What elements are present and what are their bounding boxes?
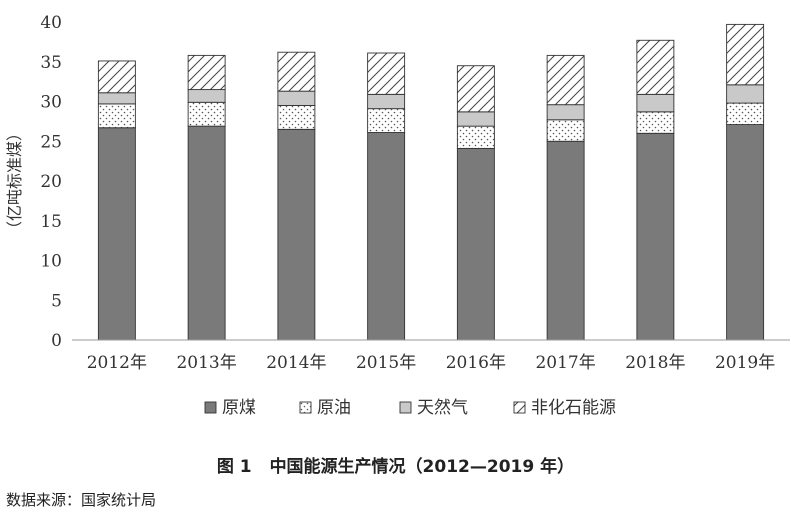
bar-group xyxy=(277,51,316,341)
bar-segment xyxy=(97,103,136,129)
y-tick-label: 35 xyxy=(40,53,62,73)
x-axis: 2012年 2013年 2014年 2015年 2016年 2017年 2018年 2019年 xyxy=(87,353,776,373)
bar-segment xyxy=(636,111,675,134)
y-tick-label: 25 xyxy=(40,132,62,152)
bar-segment xyxy=(97,127,136,341)
x-tick-label: 2014年 xyxy=(266,353,326,373)
bar-segment xyxy=(456,147,495,341)
y-tick-label: 5 xyxy=(51,291,62,311)
bar-segment xyxy=(456,111,495,127)
y-tick-label: 30 xyxy=(40,93,62,113)
figure-caption: 图 1 中国能源生产情况（2012—2019 年） xyxy=(0,452,791,477)
y-tick-label: 15 xyxy=(40,212,62,232)
bar-segment xyxy=(726,84,765,104)
x-tick-label: 2019年 xyxy=(715,353,775,373)
x-tick-label: 2018年 xyxy=(625,353,685,373)
bar-segment xyxy=(546,119,585,142)
legend-item: 原油 xyxy=(299,398,351,418)
bar-segment xyxy=(187,101,226,127)
bar-segment xyxy=(726,23,765,86)
bar-segment xyxy=(546,104,585,121)
y-tick-label: 20 xyxy=(40,172,62,192)
legend-swatch xyxy=(399,401,412,414)
bar-segment xyxy=(97,92,136,105)
legend-label: 非化石能源 xyxy=(531,398,616,418)
y-axis-title: （亿吨标准煤） xyxy=(5,125,24,237)
bar-segment xyxy=(636,132,675,341)
bar-segment xyxy=(187,125,226,341)
bar-segment xyxy=(367,52,406,95)
x-tick-label: 2017年 xyxy=(535,353,595,373)
y-tick-label: 0 xyxy=(51,331,62,351)
y-tick-label: 10 xyxy=(40,252,62,272)
y-axis-label: （亿吨标准煤） xyxy=(5,125,24,237)
x-tick-label: 2013年 xyxy=(176,353,236,373)
bar-segment xyxy=(456,65,495,113)
bar-segment xyxy=(277,51,316,92)
chart: （亿吨标准煤） 0 5 10 15 20 25 30 35 40 2012年 2013年 2014年… xyxy=(5,13,790,418)
bar-group xyxy=(546,54,585,341)
bar-segment xyxy=(367,108,406,133)
bar-segment xyxy=(277,105,316,130)
bar-segment xyxy=(726,102,765,126)
y-axis: 0 5 10 15 20 25 30 35 40 xyxy=(40,13,62,351)
legend-item: 天然气 xyxy=(399,398,468,418)
legend-item: 非化石能源 xyxy=(513,398,616,418)
bar-segment xyxy=(277,128,316,341)
legend-item: 原煤 xyxy=(204,398,256,418)
bar-group xyxy=(367,52,406,341)
data-source: 数据来源：国家统计局 xyxy=(6,491,157,509)
bar-segment xyxy=(456,125,495,149)
bar-segment xyxy=(187,54,226,91)
bar-segment xyxy=(97,60,136,94)
bar-segment xyxy=(546,54,585,106)
bar-group xyxy=(97,60,136,341)
figure-label: 图 1 xyxy=(216,457,252,477)
bar-group xyxy=(187,54,226,341)
bar-group xyxy=(636,39,675,341)
figure-title: 中国能源生产情况（2012—2019 年） xyxy=(269,457,575,477)
bar-segment xyxy=(636,93,675,113)
legend-swatch xyxy=(204,401,217,414)
x-tick-label: 2012年 xyxy=(87,353,147,373)
bar-group xyxy=(726,23,765,341)
bar-segment xyxy=(187,89,226,103)
legend-label: 天然气 xyxy=(417,398,468,418)
bars xyxy=(97,23,765,341)
bar-segment xyxy=(367,132,406,341)
legend-label: 原煤 xyxy=(222,398,256,418)
bar-segment xyxy=(367,93,406,110)
bar-segment xyxy=(277,90,316,106)
legend-swatch xyxy=(299,401,312,414)
legend-label: 原油 xyxy=(317,398,351,418)
bar-segment xyxy=(636,39,675,95)
bar-segment xyxy=(546,140,585,341)
y-tick-label: 40 xyxy=(40,13,62,33)
x-tick-label: 2015年 xyxy=(356,353,416,373)
legend-swatch xyxy=(513,401,526,414)
x-tick-label: 2016年 xyxy=(446,353,506,373)
legend: 原煤 原油 天然气 非化石能源 xyxy=(204,398,616,418)
bar-group xyxy=(456,65,495,341)
bar-segment xyxy=(726,124,765,341)
